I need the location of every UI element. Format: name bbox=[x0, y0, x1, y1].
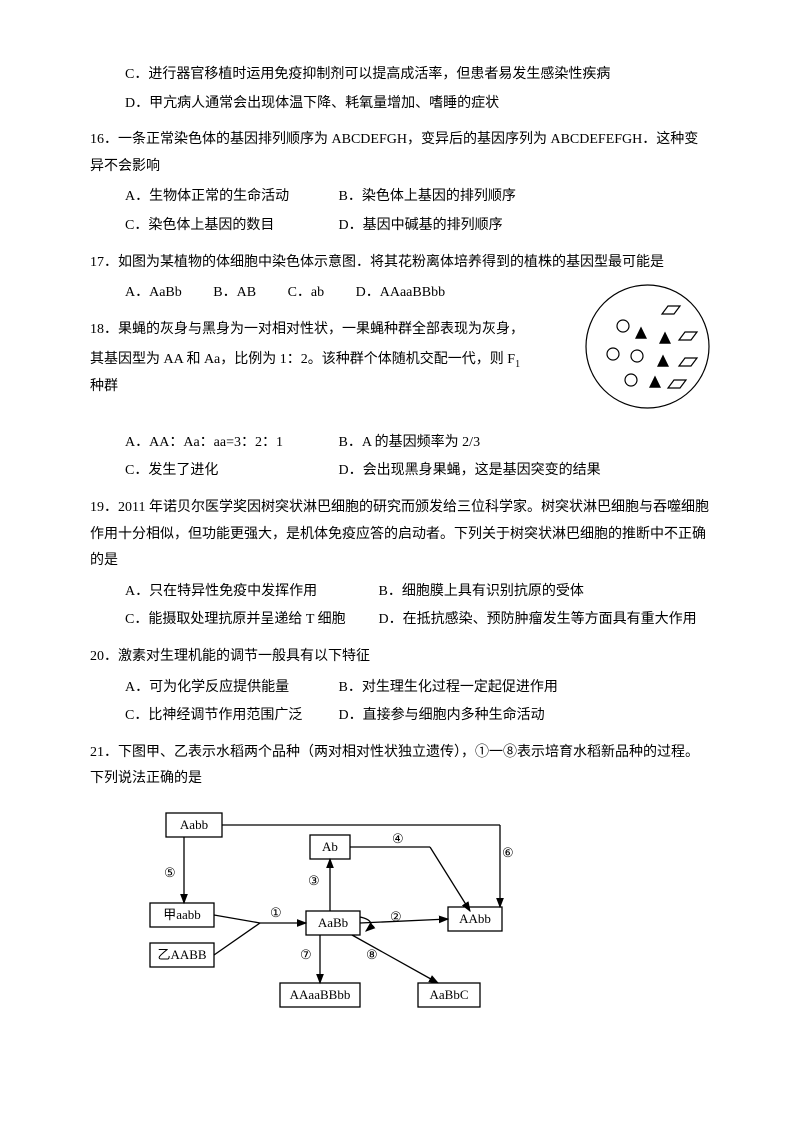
q17-option-b: B．AB bbox=[213, 280, 256, 307]
svg-text:AAbb: AAbb bbox=[459, 911, 491, 926]
svg-text:①: ① bbox=[270, 905, 282, 920]
q18-options-row1: A．AA：Aa：aa=3：2：1 B．A 的基因频率为 2/3 bbox=[90, 430, 710, 457]
q17-option-a: A．AaBb bbox=[125, 280, 182, 307]
q20-option-a: A．可为化学反应提供能量 bbox=[125, 675, 335, 702]
q16-stem: 16．一条正常染色体的基因排列顺序为 ABCDEFGH，变异后的基因序列为 AB… bbox=[90, 127, 710, 180]
q19-option-d: D．在抵抗感染、预防肿瘤发生等方面具有重大作用 bbox=[379, 612, 697, 627]
svg-text:乙AABB: 乙AABB bbox=[157, 947, 206, 962]
q19-options-row1: A．只在特异性免疫中发挥作用 B．细胞膜上具有识别抗原的受体 bbox=[90, 579, 710, 606]
q20-option-b: B．对生理生化过程一定起促进作用 bbox=[339, 680, 558, 695]
q20-option-c: C．比神经调节作用范围广泛 bbox=[125, 703, 335, 730]
q21-stem: 21．下图甲、乙表示水稻两个品种（两对相对性状独立遗传），①一⑧表示培育水稻新品… bbox=[90, 740, 710, 793]
q19-options-row2: C．能摄取处理抗原并呈递给 T 细胞 D．在抵抗感染、预防肿瘤发生等方面具有重大… bbox=[90, 607, 710, 634]
svg-text:甲aabb: 甲aabb bbox=[163, 907, 201, 922]
svg-text:AaBbC: AaBbC bbox=[430, 987, 469, 1002]
svg-text:AaBb: AaBb bbox=[318, 915, 348, 930]
q20-option-d: D．直接参与细胞内多种生命活动 bbox=[339, 708, 545, 723]
q15-option-c: C．进行器官移植时运用免疫抑制剂可以提高成活率，但患者易发生感染性疾病 bbox=[90, 62, 710, 89]
q21-flowchart: Aabb Ab 甲aabb 乙AABB AaBb AAbb AAaaBBbb AaBbC ① ③ ⑤… bbox=[130, 807, 710, 1017]
svg-text:⑥: ⑥ bbox=[502, 845, 514, 860]
svg-text:③: ③ bbox=[308, 873, 320, 888]
svg-text:Aabb: Aabb bbox=[180, 817, 208, 832]
q17-option-d: D．AAaaBBbb bbox=[356, 280, 445, 307]
svg-text:④: ④ bbox=[392, 831, 404, 846]
q20-options-row2: C．比神经调节作用范围广泛 D．直接参与细胞内多种生命活动 bbox=[90, 703, 710, 730]
q18-stem-line2-text: 其基因型为 AA 和 Aa，比例为 1：2。该种群个体随机交配一代，则 F bbox=[90, 352, 515, 367]
q16-option-a: A．生物体正常的生命活动 bbox=[125, 184, 335, 211]
svg-text:⑤: ⑤ bbox=[164, 865, 176, 880]
q19-stem: 19．2011 年诺贝尔医学奖因树突状淋巴细胞的研究而颁发给三位科学家。树突状淋… bbox=[90, 495, 710, 575]
q17-stem: 17．如图为某植物的体细胞中染色体示意图．将其花粉离体培养得到的植株的基因型最可… bbox=[90, 250, 710, 277]
q17-option-c: C．ab bbox=[288, 280, 325, 307]
q16-options-row2: C．染色体上基因的数目 D．基因中碱基的排列顺序 bbox=[90, 213, 710, 240]
svg-text:AAaaBBbb: AAaaBBbb bbox=[290, 987, 351, 1002]
q16-option-c: C．染色体上基因的数目 bbox=[125, 213, 335, 240]
q16-options-row1: A．生物体正常的生命活动 B．染色体上基因的排列顺序 bbox=[90, 184, 710, 211]
q18-option-c: C．发生了进化 bbox=[125, 458, 335, 485]
svg-text:⑦: ⑦ bbox=[300, 947, 312, 962]
svg-text:②: ② bbox=[390, 909, 402, 924]
svg-text:Ab: Ab bbox=[322, 839, 338, 854]
q15-option-d: D．甲亢病人通常会出现体温下降、耗氧量增加、嗜睡的症状 bbox=[90, 91, 710, 118]
q20-options-row1: A．可为化学反应提供能量 B．对生理生化过程一定起促进作用 bbox=[90, 675, 710, 702]
q18-option-d: D．会出现黑身果蝇，这是基因突变的结果 bbox=[339, 463, 601, 478]
svg-text:⑧: ⑧ bbox=[366, 947, 378, 962]
q16-option-d: D．基因中碱基的排列顺序 bbox=[339, 218, 503, 233]
q19-option-c: C．能摄取处理抗原并呈递给 T 细胞 bbox=[125, 607, 375, 634]
q18-options-row2: C．发生了进化 D．会出现黑身果蝇，这是基因突变的结果 bbox=[90, 458, 710, 485]
q18-subscript: 1 bbox=[515, 359, 520, 370]
q17-cell-figure bbox=[585, 284, 710, 420]
q20-stem: 20．激素对生理机能的调节一般具有以下特征 bbox=[90, 644, 710, 671]
q16-option-b: B．染色体上基因的排列顺序 bbox=[339, 189, 516, 204]
q18-option-b: B．A 的基因频率为 2/3 bbox=[339, 435, 481, 450]
q19-option-a: A．只在特异性免疫中发挥作用 bbox=[125, 579, 375, 606]
q19-option-b: B．细胞膜上具有识别抗原的受体 bbox=[379, 584, 584, 599]
q18-option-a: A．AA：Aa：aa=3：2：1 bbox=[125, 430, 335, 457]
